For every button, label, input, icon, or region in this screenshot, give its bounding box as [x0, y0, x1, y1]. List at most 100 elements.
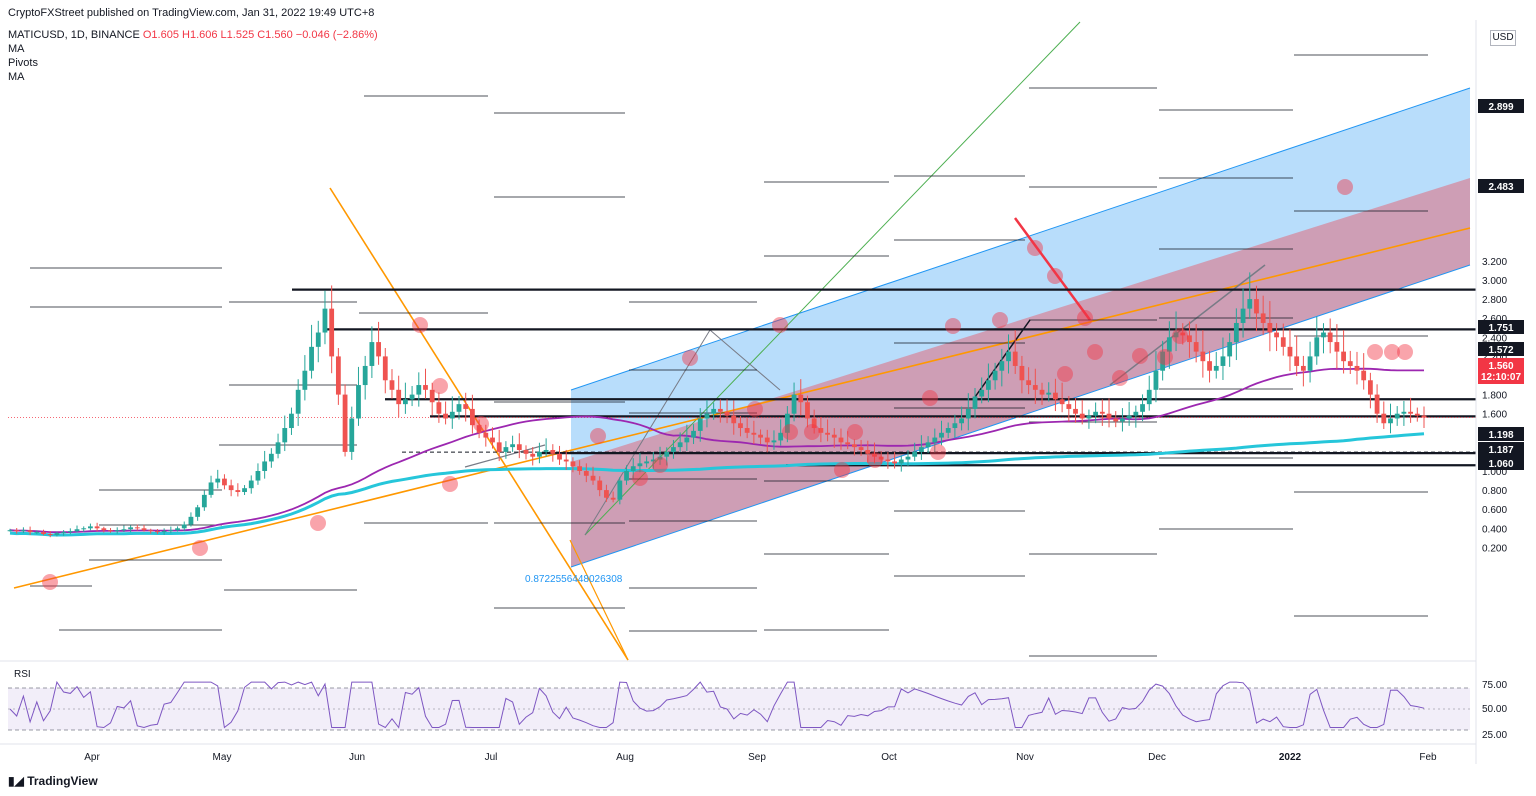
candle-body: [74, 529, 80, 532]
candle-body: [134, 527, 140, 529]
y-tick-label: 0.600: [1482, 505, 1507, 516]
touch-marker: [42, 574, 58, 590]
candle-body: [878, 456, 884, 460]
candle-body: [892, 461, 897, 464]
candle-body: [349, 418, 355, 452]
touch-marker: [1157, 349, 1173, 365]
price-tag-label: 1.060: [1488, 459, 1513, 470]
touch-marker: [1077, 310, 1093, 326]
candle-body: [195, 507, 201, 517]
candle-body: [94, 526, 100, 529]
candle-body: [275, 442, 281, 454]
candle-body: [1093, 411, 1099, 416]
candle-body: [577, 466, 583, 471]
candle-body: [168, 530, 174, 532]
candle-body: [1173, 332, 1179, 338]
candle-body: [376, 342, 381, 357]
price-tag-label: 2.483: [1488, 182, 1513, 193]
candle-body: [242, 488, 247, 493]
x-tick-label: Apr: [84, 752, 100, 763]
ma-200-line: [9, 432, 1425, 537]
candle-body: [1307, 356, 1313, 371]
touch-marker: [1384, 344, 1400, 360]
candle-body: [744, 428, 750, 433]
currency-badge[interactable]: USD: [1490, 30, 1516, 46]
candle-body: [1166, 337, 1172, 352]
touch-marker: [1047, 268, 1063, 284]
x-tick-label: 2022: [1279, 752, 1302, 763]
price-tag-box: [1478, 99, 1524, 113]
candle-body: [1046, 392, 1052, 395]
candlesticks: [7, 272, 1427, 538]
candle-body: [965, 408, 971, 419]
candle-body: [557, 453, 562, 460]
candle-body: [228, 485, 234, 491]
candle-body: [872, 453, 877, 457]
indicator-ma-1[interactable]: MA: [8, 43, 25, 55]
candle-body: [396, 389, 402, 405]
candle-body: [530, 453, 536, 457]
candle-body: [222, 478, 227, 486]
price-tag-label: 1.187: [1488, 445, 1513, 456]
candle-body: [664, 451, 670, 457]
candle-body: [1006, 351, 1011, 362]
candle-body: [570, 461, 576, 467]
candle-body: [1160, 351, 1166, 371]
candle-body: [1220, 356, 1226, 366]
indicator-ma-2[interactable]: MA: [8, 71, 25, 83]
touch-marker: [1087, 344, 1103, 360]
candle-body: [1140, 404, 1145, 412]
moving-averages: [9, 367, 1425, 537]
candle-body: [335, 356, 341, 395]
candle-body: [181, 524, 187, 529]
candle-body: [14, 530, 20, 532]
indicator-pivots[interactable]: Pivots: [8, 57, 38, 69]
rsi-label: RSI: [14, 669, 31, 680]
price-tags: 2.899 2.483 1.751 1.572 1.198 1.187 1.060 1.560…: [1478, 99, 1524, 470]
candle-body: [262, 461, 268, 471]
touch-marker: [804, 424, 820, 440]
price-tag-box: [1478, 442, 1524, 456]
touch-marker: [1172, 328, 1188, 344]
candle-body: [1126, 415, 1132, 419]
candle-body: [255, 471, 261, 481]
x-tick-label: Nov: [1016, 752, 1034, 763]
candle-body: [362, 365, 368, 386]
candle-body: [208, 482, 214, 495]
touch-markers: [42, 179, 1413, 590]
key-level-lines: [8, 288, 1476, 467]
candle-body: [704, 413, 710, 419]
published-line: CryptoFXStreet published on TradingView.…: [8, 7, 375, 19]
candle-body: [543, 449, 549, 452]
y-tick-label: 0.400: [1482, 524, 1507, 535]
touch-marker: [1112, 370, 1128, 386]
candle-body: [21, 530, 26, 532]
candle-body: [81, 528, 87, 530]
touch-marker: [432, 378, 448, 394]
touch-marker: [945, 318, 961, 334]
candle-body: [1039, 389, 1045, 395]
candle-body: [1227, 342, 1233, 357]
candle-body: [1374, 394, 1380, 414]
candle-body: [751, 432, 757, 435]
black-trendline: [974, 319, 1031, 398]
candle-body: [382, 356, 388, 381]
candle-body: [583, 471, 589, 476]
candle-body: [657, 456, 663, 460]
candle-body: [885, 459, 891, 462]
candle-body: [959, 418, 965, 424]
trendlines: [13, 21, 1471, 661]
candle-body: [979, 389, 985, 397]
touch-marker: [930, 444, 946, 460]
candle-body: [778, 432, 784, 441]
candle-body: [34, 532, 40, 534]
touch-marker: [782, 424, 798, 440]
candle-body: [1341, 351, 1346, 362]
candle-body: [188, 516, 194, 525]
candle-body: [309, 346, 314, 371]
candle-body: [1267, 322, 1273, 333]
rsi-pane: RSI: [0, 660, 1476, 731]
orange-trendline: [13, 227, 1471, 589]
candle-body: [1388, 418, 1393, 424]
